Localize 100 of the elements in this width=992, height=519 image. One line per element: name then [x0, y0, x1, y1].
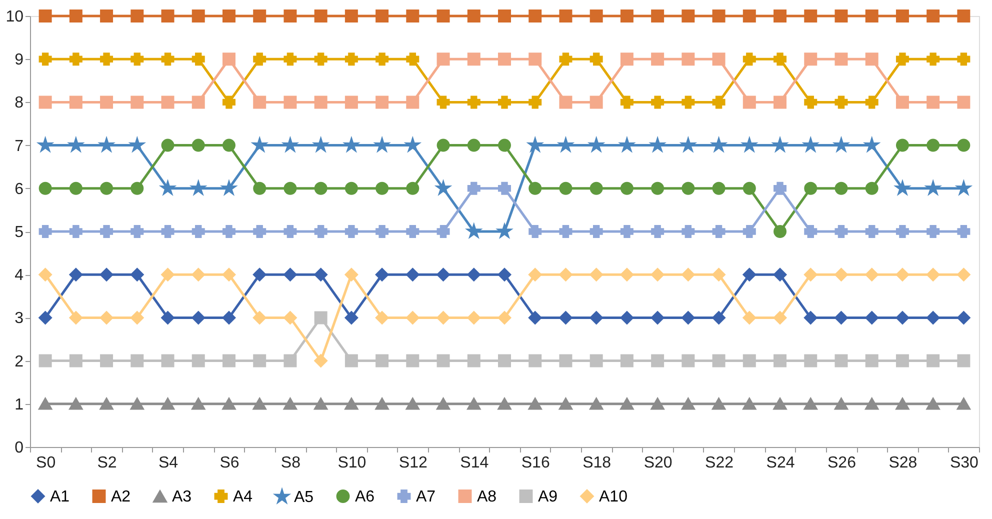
point: [222, 10, 236, 22]
point: [284, 398, 297, 410]
point: [69, 354, 82, 368]
point: [957, 138, 970, 152]
point: [498, 268, 511, 282]
point: [957, 10, 970, 22]
point: [620, 311, 634, 324]
point: [774, 225, 787, 238]
point: [284, 182, 297, 195]
point: [222, 225, 236, 238]
point: [436, 354, 450, 368]
point: [100, 52, 114, 66]
point: [467, 52, 480, 66]
point: [222, 96, 236, 109]
point: [865, 52, 878, 66]
point: [498, 96, 511, 109]
point: [253, 354, 266, 368]
point: [284, 52, 297, 66]
point: [222, 354, 236, 368]
point: [344, 225, 358, 238]
point: [834, 268, 848, 282]
point: [682, 398, 695, 410]
point: [896, 398, 909, 410]
point: [742, 182, 756, 195]
point: [406, 268, 420, 282]
point: [528, 354, 542, 368]
point: [161, 96, 174, 109]
point: [436, 52, 450, 66]
point: [712, 268, 726, 282]
legend-label: A6: [355, 488, 375, 506]
point: [682, 268, 695, 282]
point: [376, 225, 389, 238]
point: [834, 52, 848, 66]
x-tick-label: S16: [521, 454, 550, 472]
point: [834, 354, 848, 368]
legend-label: A1: [50, 488, 70, 506]
x-tick-label: S18: [582, 454, 612, 472]
y-tick-label: 5: [14, 224, 24, 241]
point: [834, 225, 848, 238]
x-tick-label: S20: [644, 454, 672, 472]
point: [620, 225, 634, 238]
point: [896, 52, 909, 66]
point: [774, 268, 787, 282]
point: [253, 182, 266, 195]
point: [559, 182, 572, 195]
point: [314, 10, 328, 22]
point: [528, 10, 542, 22]
legend-label: A5: [294, 488, 314, 506]
point: [620, 52, 634, 66]
point: [926, 225, 940, 238]
point: [38, 182, 52, 195]
point: [742, 10, 756, 22]
point: [467, 96, 480, 109]
point: [865, 311, 878, 324]
point: [284, 268, 297, 282]
point: [69, 311, 82, 324]
point: [436, 225, 450, 238]
point: [712, 354, 726, 368]
point: [559, 311, 572, 324]
point: [38, 354, 52, 368]
point: [804, 268, 818, 282]
point: [926, 311, 940, 324]
point: [376, 354, 389, 368]
point: [774, 10, 787, 22]
point: [100, 311, 114, 324]
point: [100, 225, 114, 238]
point: [130, 96, 144, 109]
point: [38, 398, 52, 410]
point: [528, 225, 542, 238]
legend-label: A10: [599, 488, 628, 506]
point: [38, 96, 52, 109]
point: [344, 52, 358, 66]
point: [38, 10, 52, 22]
point: [559, 354, 572, 368]
point: [651, 52, 664, 66]
point: [865, 10, 878, 22]
y-tick-label: 3: [14, 310, 24, 328]
y-tick-label: 0: [14, 440, 24, 456]
point: [834, 182, 848, 195]
point: [896, 225, 909, 238]
x-tick-label: S22: [705, 454, 734, 472]
point: [100, 398, 114, 410]
point: [651, 225, 664, 238]
point: [130, 398, 144, 410]
point: [559, 96, 572, 109]
x-tick-label: S0: [36, 454, 56, 472]
point: [651, 268, 664, 282]
point: [682, 225, 695, 238]
point: [406, 354, 420, 368]
point: [865, 354, 878, 368]
point: [742, 311, 756, 324]
point: [314, 268, 328, 282]
legend-label: A8: [477, 488, 497, 506]
point: [344, 311, 358, 324]
x-tick-label: S14: [460, 454, 489, 472]
point: [957, 354, 970, 368]
point: [253, 398, 266, 410]
point: [957, 268, 970, 282]
point: [344, 268, 358, 282]
point: [774, 398, 787, 410]
